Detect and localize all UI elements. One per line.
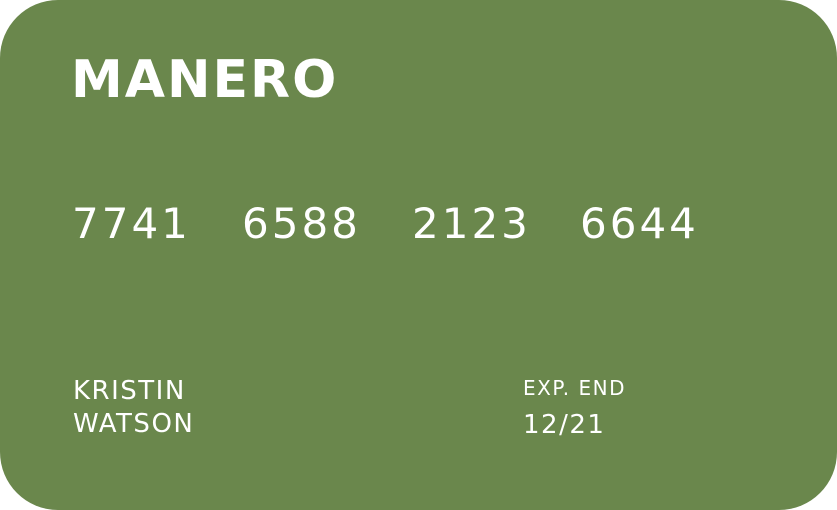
cardholder-last-name: WATSON [73,409,195,439]
cardholder-name: KRISTIN WATSON [73,375,194,441]
card-number-group-3: 2123 [412,199,531,248]
card-number-group-2: 6588 [242,199,361,248]
expiry-label: EXP. END [523,376,626,400]
expiry-date: 12/21 [523,410,606,440]
card-number-group-4: 6644 [580,199,699,248]
cardholder-first-name: KRISTIN [73,376,186,406]
card-number: 7741 6588 2123 6644 [72,199,752,249]
card-brand: MANERO [71,50,339,110]
card-number-group-1: 7741 [72,199,191,248]
